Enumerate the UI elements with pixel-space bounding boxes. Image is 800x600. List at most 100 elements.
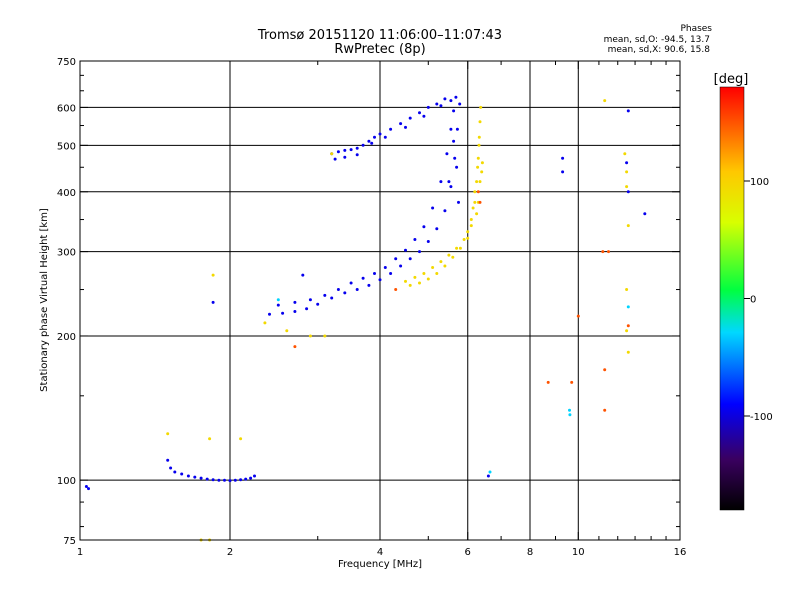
data-point (478, 120, 482, 124)
data-point (355, 288, 359, 291)
data-point (570, 380, 574, 384)
data-point (625, 170, 629, 174)
data-point (276, 298, 280, 302)
data-point (323, 334, 327, 338)
data-point (355, 153, 359, 157)
data-point (449, 185, 453, 189)
phases-x-stats: mean, sd,X: 90.6, 15.8 (607, 45, 710, 55)
data-point (383, 266, 387, 269)
data-point (211, 478, 215, 482)
data-point (454, 95, 458, 99)
data-point (561, 156, 565, 160)
data-point (422, 272, 426, 275)
data-point (443, 97, 447, 101)
data-point (408, 283, 412, 287)
data-point (449, 127, 453, 131)
grid-lines (80, 61, 680, 540)
y-tick-label: 200 (57, 332, 76, 343)
data-point (389, 127, 393, 131)
data-point (199, 476, 203, 480)
data-point (486, 474, 490, 478)
data-point (418, 281, 421, 285)
data-point (435, 102, 439, 106)
data-point (473, 190, 477, 194)
data-point (455, 165, 459, 169)
data-point (211, 300, 215, 304)
data-point (426, 277, 430, 281)
data-point (561, 170, 565, 174)
data-point (476, 156, 480, 160)
data-point (576, 314, 580, 318)
data-point (378, 132, 382, 136)
x-tick-label: 8 (527, 547, 533, 558)
data-point (476, 165, 480, 169)
data-point (253, 474, 256, 478)
data-point (435, 227, 439, 231)
data-point (626, 350, 630, 354)
data-point (308, 334, 312, 338)
data-point (625, 288, 629, 291)
x-tick-label: 2 (227, 547, 233, 558)
data-point (439, 260, 443, 264)
x-tick-label: 10 (572, 547, 585, 558)
colorbar-tick-label: 100 (750, 177, 769, 188)
data-point (333, 157, 337, 161)
data-point (601, 250, 605, 254)
data-point (399, 122, 403, 126)
data-point (455, 127, 459, 131)
data-point (293, 345, 297, 349)
data-point (435, 272, 439, 275)
data-point (422, 225, 426, 229)
data-point (404, 279, 407, 283)
data-point (378, 278, 382, 282)
data-point (603, 408, 607, 412)
data-point (281, 311, 285, 315)
y-tick-label: 750 (57, 57, 76, 68)
x-tick-label: 16 (674, 547, 687, 558)
data-point (268, 312, 271, 316)
data-point (244, 477, 248, 481)
data-point (361, 276, 365, 280)
data-point (169, 466, 173, 470)
data-point (208, 437, 212, 441)
data-point (343, 155, 347, 159)
data-point (568, 408, 571, 412)
data-point (473, 200, 477, 204)
data-point (217, 478, 221, 482)
data-point (408, 116, 412, 120)
data-point (458, 102, 462, 106)
y-tick-label: 400 (57, 188, 76, 199)
data-point (471, 206, 475, 210)
x-tick-label: 4 (377, 547, 383, 558)
y-tick-label: 600 (57, 103, 76, 114)
data-point (469, 224, 473, 228)
axis-ticks (79, 60, 681, 541)
data-point (623, 152, 627, 156)
data-point (452, 139, 456, 143)
data-point (211, 273, 215, 277)
data-point (316, 302, 320, 306)
data-point (475, 212, 479, 216)
data-point (476, 190, 480, 194)
data-point (439, 104, 443, 108)
data-point (404, 248, 407, 252)
y-tick-label: 300 (57, 248, 76, 259)
data-point (308, 298, 312, 302)
data-point (443, 209, 447, 213)
data-point (626, 224, 630, 228)
data-point (228, 479, 232, 483)
data-point (370, 141, 374, 145)
phases-o-stats: mean, sd,O: -94.5, 13.7 (603, 35, 710, 45)
data-point (445, 152, 449, 156)
data-point (399, 264, 403, 268)
data-point (413, 238, 417, 241)
data-point (343, 148, 347, 152)
data-point (383, 135, 387, 139)
data-point (477, 143, 481, 147)
data-point (285, 329, 289, 333)
data-point (431, 266, 435, 269)
data-point (355, 146, 359, 150)
data-point (603, 99, 607, 103)
data-point (180, 472, 184, 476)
